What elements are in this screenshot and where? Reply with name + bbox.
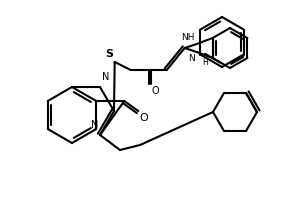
Text: O: O: [139, 113, 148, 123]
Text: H: H: [203, 58, 208, 67]
Text: N: N: [91, 120, 98, 130]
Text: NH: NH: [181, 33, 195, 42]
Text: O: O: [152, 86, 159, 96]
Text: N: N: [102, 72, 110, 82]
Text: N: N: [188, 54, 195, 63]
Text: S: S: [106, 49, 114, 59]
